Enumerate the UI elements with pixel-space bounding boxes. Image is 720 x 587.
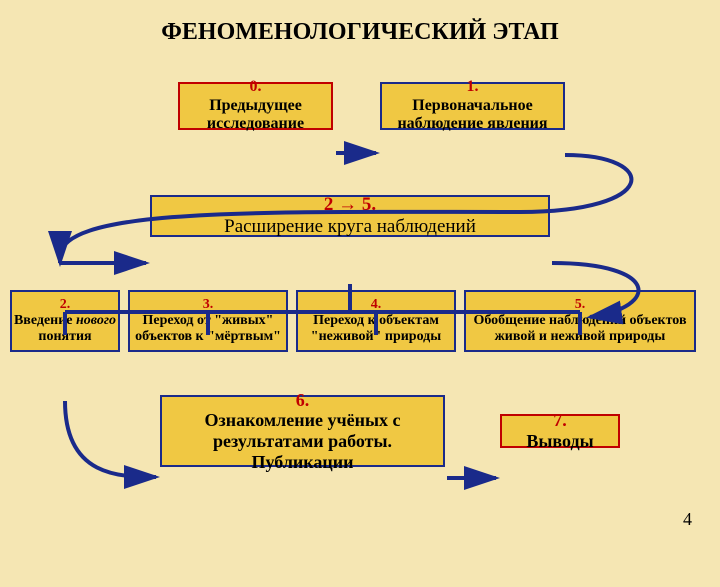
title-line2: ЭТАП xyxy=(492,19,559,45)
diagram-title: ФЕНОМЕНОЛОГИЧЕСКИЙ ЭТАП xyxy=(0,0,720,47)
connectors xyxy=(0,47,720,587)
page-number: 4 xyxy=(683,509,692,530)
title-line1: ФЕНОМЕНОЛОГИЧЕСКИЙ xyxy=(161,19,486,45)
